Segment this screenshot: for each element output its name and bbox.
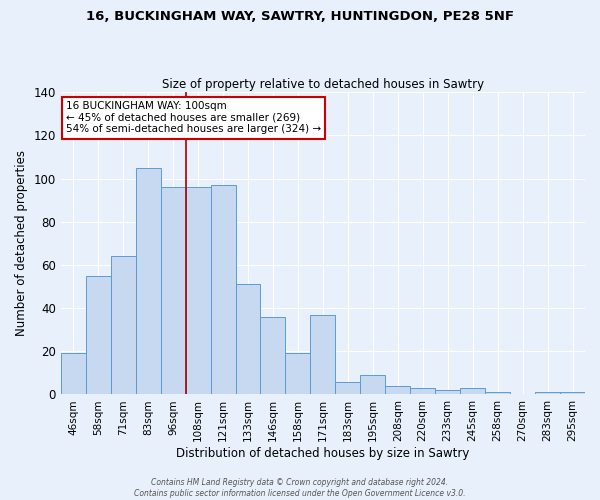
X-axis label: Distribution of detached houses by size in Sawtry: Distribution of detached houses by size … xyxy=(176,447,470,460)
Bar xyxy=(260,316,286,394)
Bar xyxy=(485,392,510,394)
Text: 16 BUCKINGHAM WAY: 100sqm
← 45% of detached houses are smaller (269)
54% of semi: 16 BUCKINGHAM WAY: 100sqm ← 45% of detac… xyxy=(66,101,321,134)
Bar xyxy=(286,354,310,395)
Bar xyxy=(86,276,111,394)
Bar xyxy=(335,382,361,394)
Text: Contains HM Land Registry data © Crown copyright and database right 2024.
Contai: Contains HM Land Registry data © Crown c… xyxy=(134,478,466,498)
Bar xyxy=(310,314,335,394)
Bar xyxy=(460,388,485,394)
Bar xyxy=(410,388,435,394)
Bar xyxy=(435,390,460,394)
Bar xyxy=(535,392,560,394)
Y-axis label: Number of detached properties: Number of detached properties xyxy=(15,150,28,336)
Bar xyxy=(111,256,136,394)
Bar xyxy=(61,354,86,395)
Bar xyxy=(361,375,385,394)
Bar xyxy=(185,187,211,394)
Bar xyxy=(161,187,185,394)
Bar xyxy=(560,392,585,394)
Text: 16, BUCKINGHAM WAY, SAWTRY, HUNTINGDON, PE28 5NF: 16, BUCKINGHAM WAY, SAWTRY, HUNTINGDON, … xyxy=(86,10,514,23)
Title: Size of property relative to detached houses in Sawtry: Size of property relative to detached ho… xyxy=(162,78,484,91)
Bar xyxy=(385,386,410,394)
Bar xyxy=(236,284,260,395)
Bar xyxy=(211,185,236,394)
Bar xyxy=(136,168,161,394)
